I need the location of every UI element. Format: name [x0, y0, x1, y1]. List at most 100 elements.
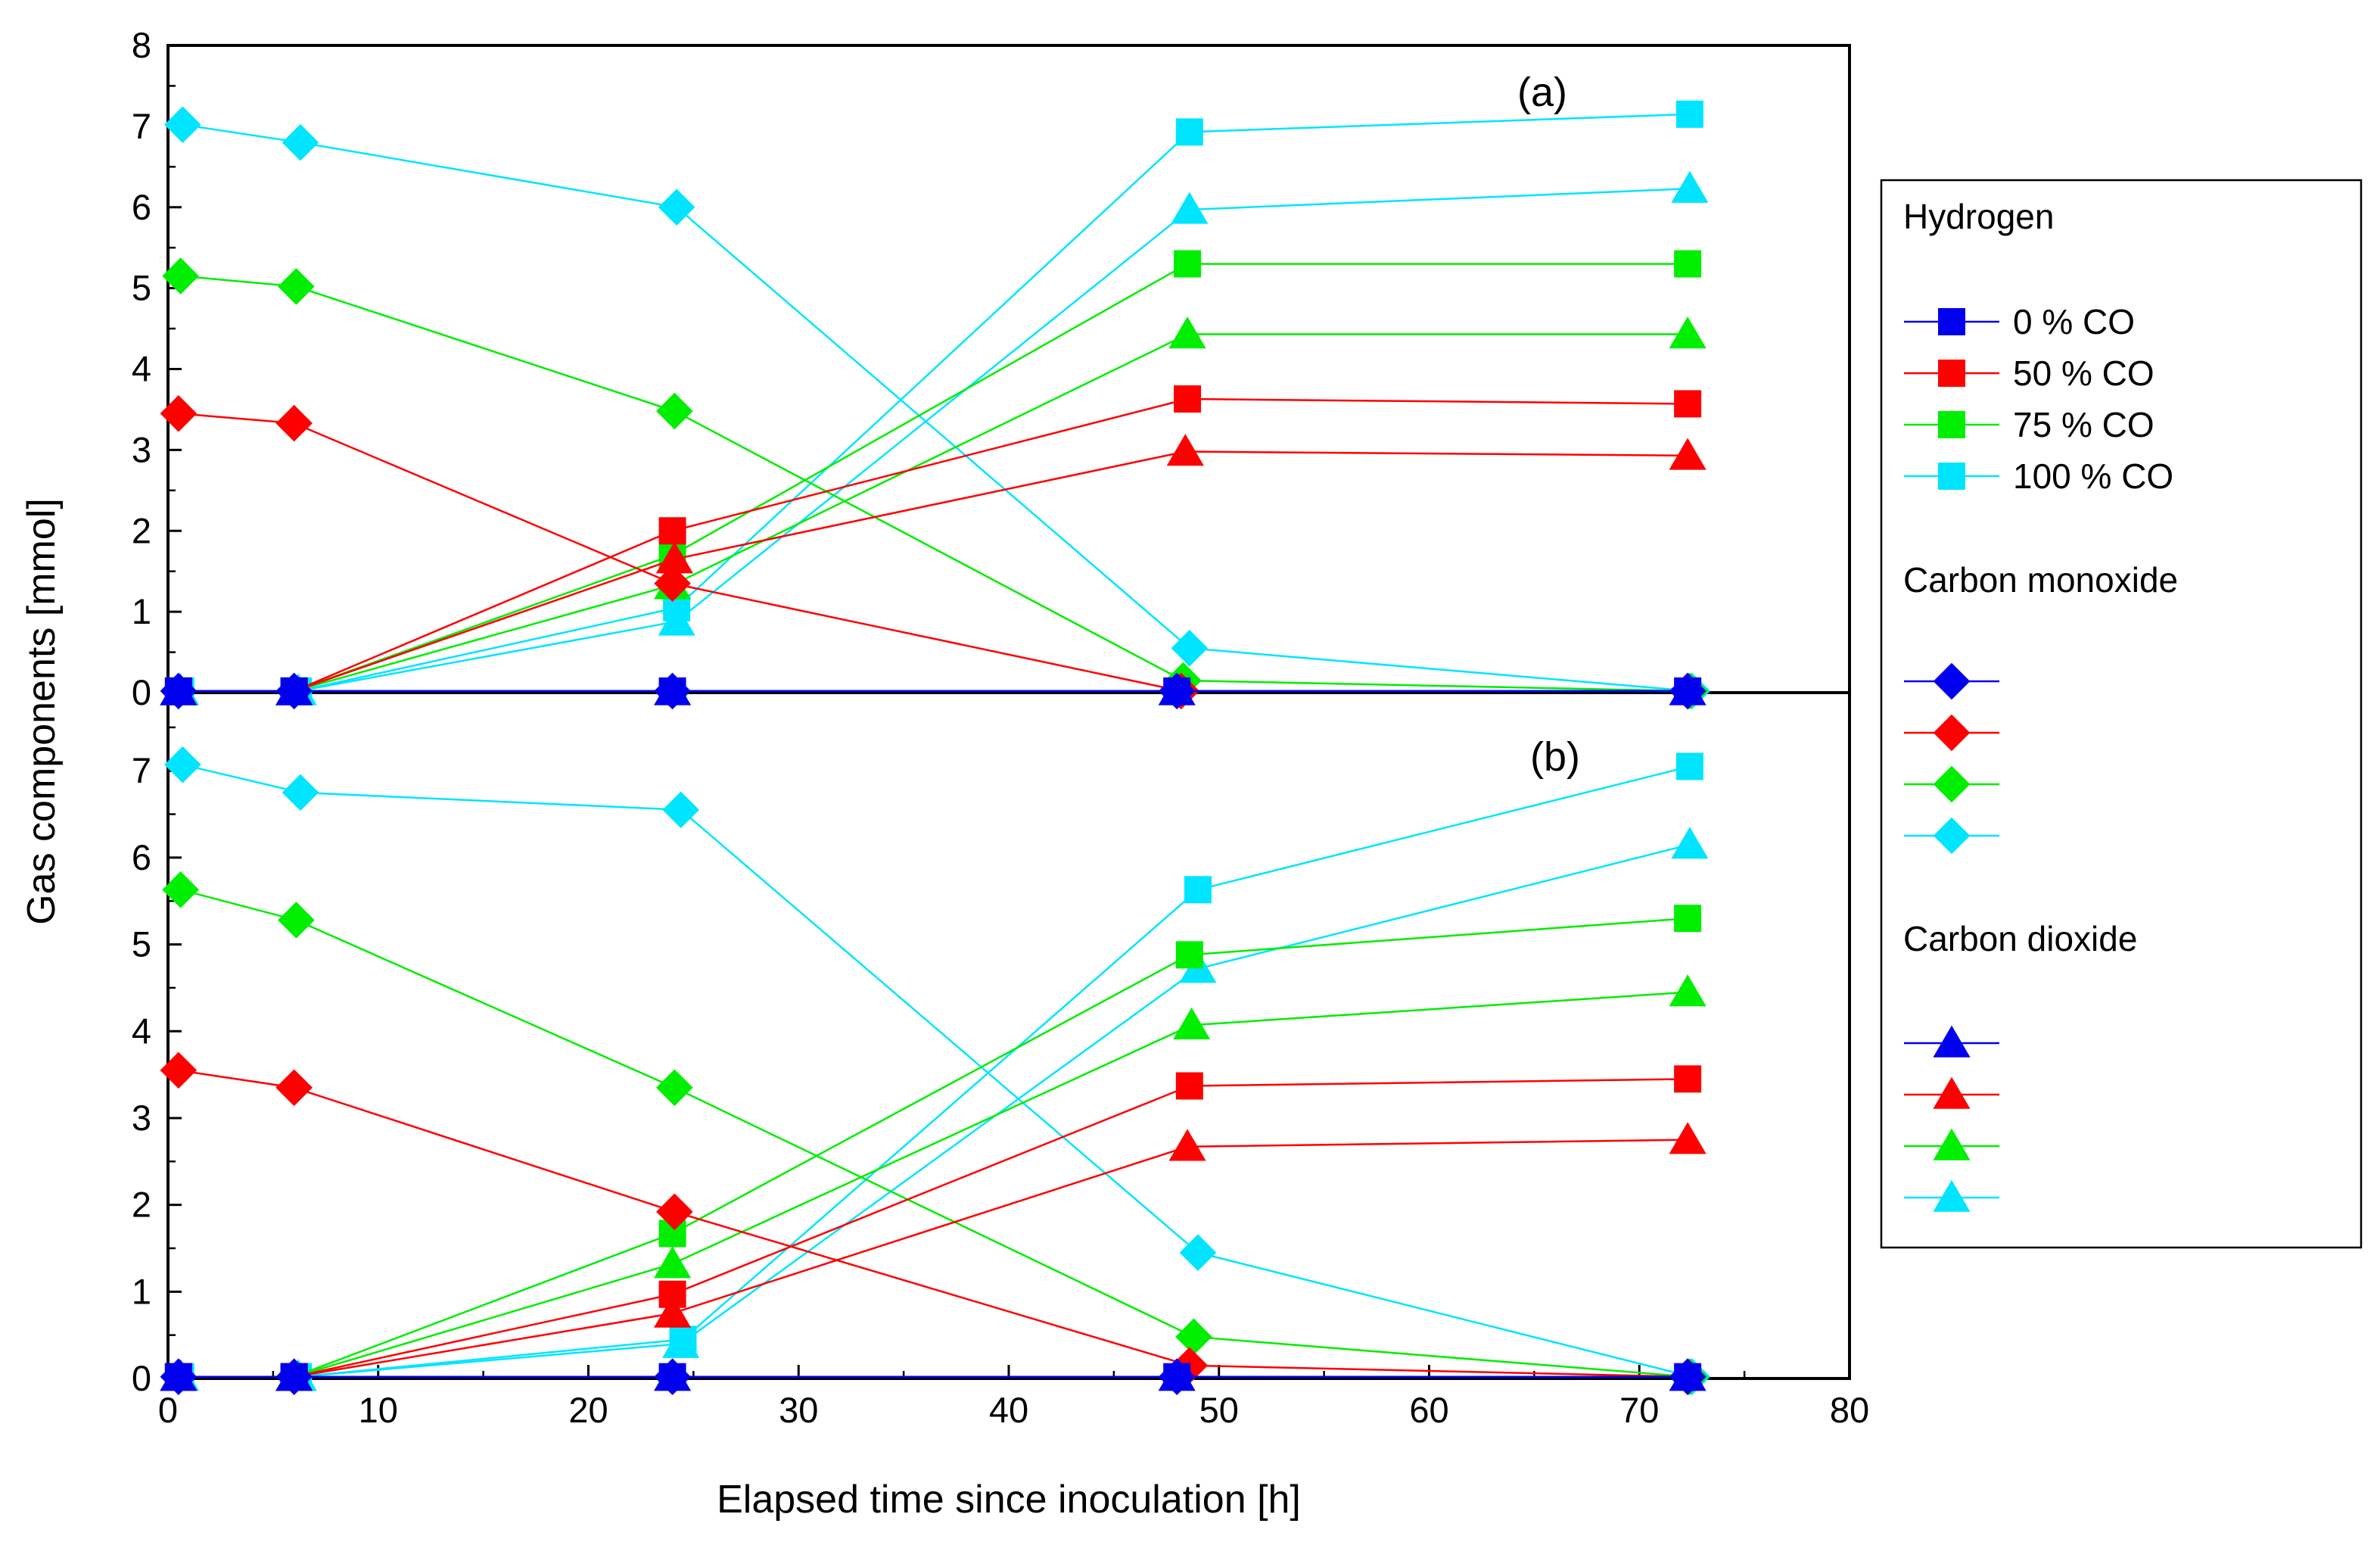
legend-carbon-monoxide-00e5ff-swatch-marker	[1933, 817, 1971, 855]
y-tick-label: 3	[132, 429, 151, 469]
legend-carbon-dioxide-00e5ff-swatch-marker	[1933, 1179, 1971, 1212]
panel-b-carbon-dioxide-75-co-point	[1669, 974, 1706, 1007]
legend-hydrogen-00e5ff-label: 100 % CO	[2013, 456, 2173, 496]
panel-a-carbon-monoxide-100-co-point	[1171, 629, 1209, 667]
panel-b-carbon-monoxide-75-co-series	[162, 871, 1709, 1396]
panel-b-carbon-dioxide-0-co-point	[275, 1359, 313, 1391]
legend-carbon-dioxide-ff0000-swatch-marker	[1933, 1076, 1971, 1109]
y-axis-title: Gas components [mmol]	[20, 498, 64, 925]
panel-a-carbon-dioxide-50-co-point	[1669, 438, 1706, 470]
panel-b-carbon-monoxide-75-co-point	[1175, 1318, 1212, 1356]
y-tick-label: 5	[132, 924, 151, 964]
panel-b-carbon-dioxide-0-co-point	[1158, 1359, 1196, 1391]
panel-b-carbon-dioxide-100-co-point	[662, 1325, 700, 1358]
panel-a-carbon-monoxide-100-co-point	[282, 123, 319, 161]
legend-carbon-monoxide-ff0000-swatch-marker	[1933, 714, 1971, 752]
legend-carbon-dioxide-00ee00-swatch-marker	[1933, 1128, 1971, 1160]
panel-b-carbon-dioxide-100-co-point	[1671, 827, 1709, 859]
y-tick-label: 1	[132, 591, 151, 631]
panel-a-carbon-dioxide-50-co-point	[1166, 434, 1204, 466]
y-tick-label: 8	[132, 25, 151, 65]
panel-a-hydrogen-50-co-point	[1174, 385, 1202, 413]
legend-frame	[1880, 179, 2363, 1249]
panel-a-hydrogen-75-co-point	[1174, 250, 1202, 278]
panel-a-carbon-monoxide-50-co-point	[160, 394, 198, 432]
panel-b-carbon-monoxide-75-co-point	[656, 1069, 693, 1107]
y-tick-label: 0	[132, 1358, 151, 1398]
panel-b-carbon-monoxide-75-co-point	[278, 902, 315, 939]
panel-a-hydrogen-100-co-point	[1675, 100, 1703, 128]
panel-a-carbon-dioxide-0-co-point	[654, 673, 692, 706]
y-tick-label: 6	[132, 837, 151, 877]
panel-b-label: (b)	[1530, 734, 1580, 780]
x-tick-label: 70	[1619, 1390, 1659, 1430]
legend-hydrogen-00ee00-swatch-marker	[1938, 411, 1965, 438]
x-tick-label: 0	[158, 1390, 178, 1430]
panel-b-carbon-dioxide-0-co-point	[1669, 1359, 1706, 1391]
y-tick-label: 7	[132, 750, 151, 790]
legend-hydrogen-00ee00-label: 75 % CO	[2013, 405, 2154, 444]
y-tick-label: 0	[132, 672, 151, 712]
x-tick-label: 30	[779, 1390, 818, 1430]
panel-a-carbon-monoxide-50-co-point	[275, 404, 313, 442]
panel-b-carbon-monoxide-100-co-point	[164, 746, 201, 783]
panel-b-carbon-dioxide-50-co-point	[654, 1295, 692, 1328]
x-tick-label: 60	[1409, 1390, 1448, 1430]
panel-a-carbon-dioxide-75-co-point	[1669, 316, 1706, 349]
panel-b-carbon-dioxide-0-co-point	[654, 1359, 692, 1391]
panel-a-carbon-dioxide-0-co-point	[160, 673, 198, 706]
panel-b-hydrogen-75-co-point	[1175, 941, 1203, 969]
legend-title-hydrogen: Hydrogen	[1903, 197, 2054, 236]
panel-a-carbon-dioxide-100-co-point	[658, 603, 695, 636]
panel-a-carbon-monoxide-100-co-point	[164, 106, 201, 144]
legend-hydrogen-ff0000-swatch-marker	[1938, 360, 1965, 387]
legend-hydrogen-00e5ff-swatch-marker	[1938, 463, 1965, 490]
panel-b-carbon-monoxide-100-co-point	[662, 791, 700, 829]
legend-title-carbon-dioxide: Carbon dioxide	[1903, 919, 2137, 958]
x-tick-label: 50	[1199, 1390, 1239, 1430]
legend-title-carbon-monoxide: Carbon monoxide	[1903, 560, 2178, 600]
panel-a-carbon-dioxide-0-co-point	[1158, 673, 1196, 706]
panel-a-carbon-monoxide-50-co-point	[654, 565, 691, 603]
y-tick-label: 1	[132, 1271, 151, 1311]
x-tick-label: 40	[989, 1390, 1028, 1430]
panel-b-hydrogen-75-co-point	[1674, 905, 1702, 933]
panel-a-hydrogen-75-co-point	[1674, 250, 1702, 278]
data-series	[160, 100, 1710, 1396]
legend-hydrogen-0000ee-swatch-marker	[1938, 308, 1965, 335]
legend-carbon-monoxide-0000ee-swatch-marker	[1933, 662, 1971, 700]
panel-b-carbon-dioxide-50-co-point	[1669, 1122, 1706, 1154]
y-tick-label: 4	[132, 349, 151, 389]
panel-a-hydrogen-50-co-point	[658, 517, 686, 545]
y-tick-label: 5	[132, 268, 151, 308]
legend: Hydrogen Carbon monoxide Carbon dioxide …	[1880, 179, 2363, 1249]
panel-a-carbon-dioxide-50-co-point	[655, 541, 693, 574]
panel-a-carbon-dioxide-100-co-point	[1171, 192, 1209, 224]
panel-b-carbon-monoxide-50-co-point	[160, 1051, 198, 1089]
panel-b-carbon-dioxide-75-co-point	[654, 1246, 692, 1279]
panel-b-hydrogen-50-co-point	[1175, 1072, 1203, 1100]
panel-a-carbon-dioxide-0-co-series	[160, 673, 1706, 706]
legend-entries: 0 % CO 50 % CO 75 % CO 100 % CO	[1904, 302, 2173, 1212]
panel-b-hydrogen-100-co-point	[1675, 752, 1703, 780]
panel-b-carbon-monoxide-100-co-point	[1179, 1234, 1217, 1272]
panel-b-carbon-monoxide-100-co-point	[282, 774, 319, 811]
x-tick-label: 20	[568, 1390, 608, 1430]
panel-b-carbon-dioxide-50-co-point	[1168, 1129, 1206, 1161]
legend-hydrogen-0000ee-label: 0 % CO	[2013, 302, 2135, 341]
panel-b-carbon-monoxide-75-co-point	[162, 871, 199, 908]
x-tick-label: 10	[359, 1390, 398, 1430]
panel-b-carbon-dioxide-75-co-point	[1173, 1007, 1211, 1039]
panel-b-carbon-dioxide-0-co-point	[160, 1359, 198, 1391]
panel-b-carbon-dioxide-0-co-series	[160, 1359, 1706, 1391]
x-tick-label: 80	[1830, 1390, 1869, 1430]
panel-b-hydrogen-50-co-point	[1674, 1065, 1702, 1093]
y-tick-label: 3	[132, 1098, 151, 1138]
legend-carbon-monoxide-00ee00-swatch-marker	[1933, 765, 1971, 803]
y-tick-label: 2	[132, 1185, 151, 1225]
panel-a-carbon-monoxide-75-co-point	[162, 257, 199, 294]
legend-carbon-dioxide-0000ee-swatch-marker	[1933, 1025, 1971, 1058]
panel-a-hydrogen-100-co-point	[1175, 118, 1203, 146]
